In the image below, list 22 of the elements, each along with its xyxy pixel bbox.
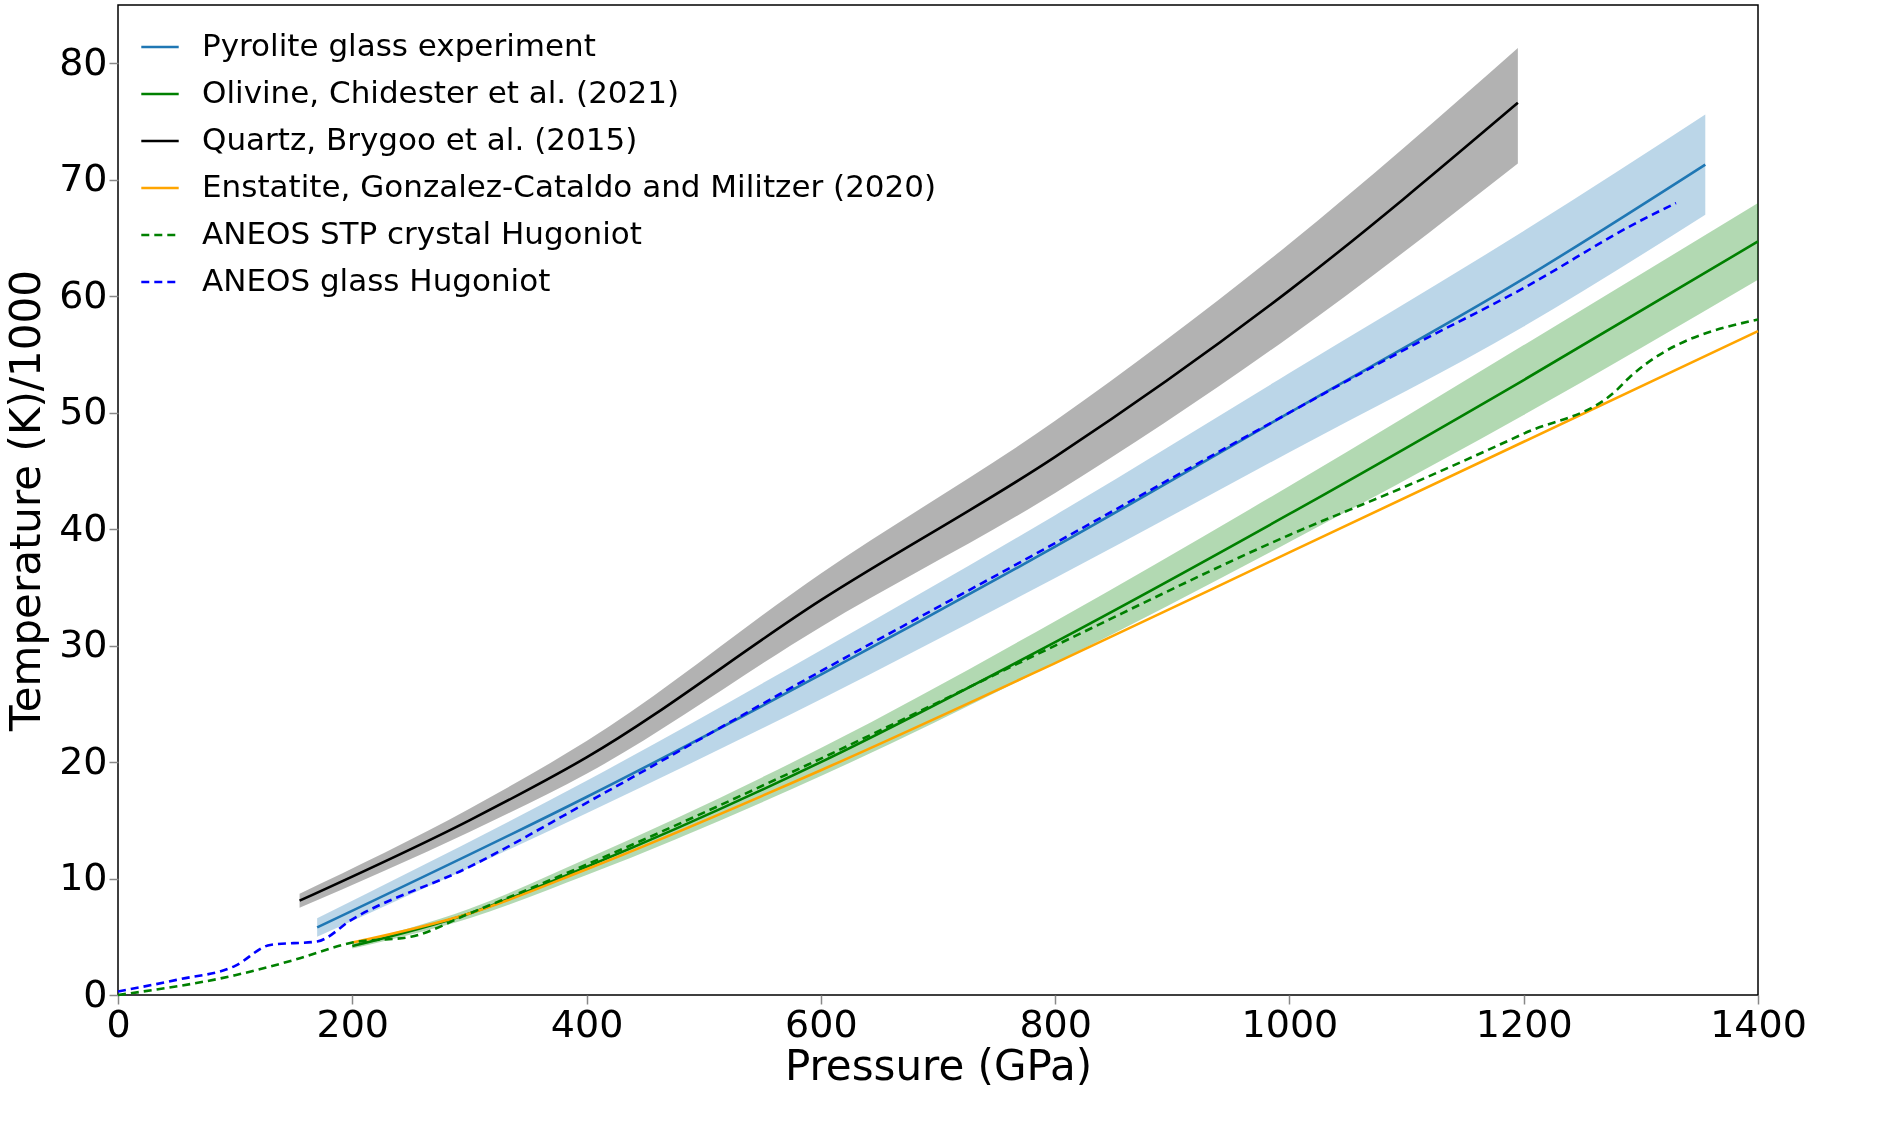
y-tick-label: 0 (83, 971, 108, 1016)
y-tick-label: 70 (59, 156, 108, 201)
y-tick-label: 50 (59, 389, 108, 434)
x-tick-label: 200 (316, 1001, 390, 1046)
y-tick-label: 10 (59, 855, 108, 900)
y-tick-label: 20 (59, 738, 108, 783)
x-tick-label: 1000 (1241, 1001, 1339, 1046)
y-tick-label: 40 (59, 505, 108, 550)
legend-label: Enstatite, Gonzalez-Cataldo and Militzer (2020) (202, 168, 937, 204)
x-tick-label: 400 (550, 1001, 624, 1046)
y-tick-label: 60 (59, 272, 108, 317)
y-tick-label: 30 (59, 622, 108, 667)
legend-label: ANEOS glass Hugoniot (202, 262, 551, 298)
legend-label: Pyrolite glass experiment (202, 27, 596, 63)
legend-label: Quartz, Brygoo et al. (2015) (202, 121, 638, 157)
x-tick-label: 1400 (1710, 1001, 1807, 1046)
x-tick-label: 1200 (1475, 1001, 1573, 1046)
y-tick-label: 80 (59, 39, 108, 84)
legend-label: Olivine, Chidester et al. (2021) (202, 74, 680, 110)
line-series (116, 201, 1678, 993)
legend-label: ANEOS STP crystal Hugoniot (202, 215, 642, 251)
y-axis-title: Temperature (K)/1000 (1, 270, 51, 732)
